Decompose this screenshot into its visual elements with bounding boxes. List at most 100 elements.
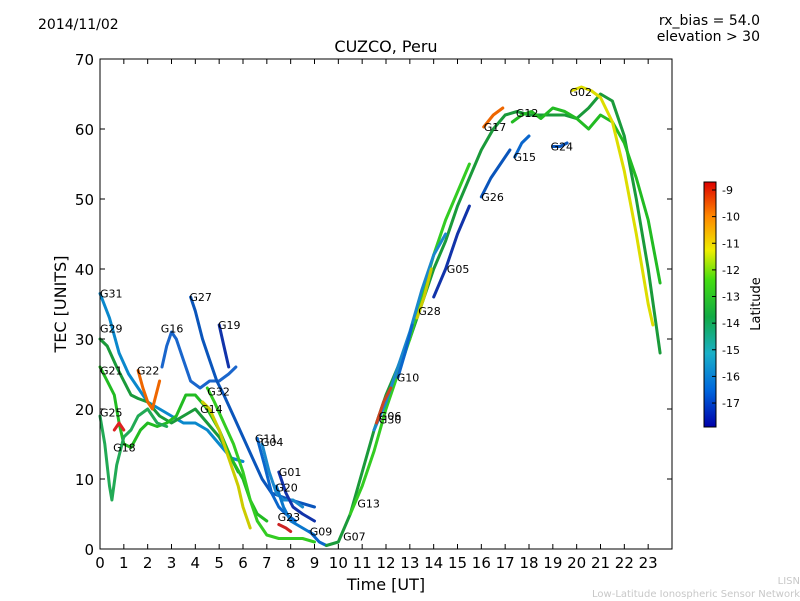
x-tick-label-18: 18 — [519, 554, 538, 572]
colorbar — [703, 181, 717, 428]
x-tick-label-9: 9 — [310, 554, 320, 572]
colorbar-tick-label-10: -10 — [722, 211, 740, 224]
y-tick-label-30: 30 — [75, 331, 94, 349]
series-g09 — [308, 530, 328, 547]
elevation-label: elevation > 30 — [656, 29, 760, 45]
colorbar-tick-label-12: -12 — [722, 264, 740, 277]
series-label-g12: G12 — [516, 107, 539, 120]
series-label-g31: G31 — [100, 288, 123, 301]
series-label-g05: G05 — [447, 263, 470, 276]
series-g01 — [277, 470, 316, 523]
colorbar-tick-label-14: -14 — [722, 317, 740, 330]
series-g25 — [98, 407, 169, 502]
series-label-g30: G30 — [379, 414, 402, 427]
axes: 0 1 2 3 4 5 6 7 8 9 10 11 12 13 14 15 16 17 18 19 20 21 22 2301… — [75, 51, 672, 572]
series-g23 — [277, 523, 293, 533]
chart-title: CUZCO, Peru — [334, 37, 438, 56]
colorbar-tick-label-16: -16 — [722, 370, 740, 383]
series-g10 — [396, 323, 414, 379]
y-tick-label-70: 70 — [75, 51, 94, 69]
series-label-g22: G22 — [137, 365, 160, 378]
series-g19 — [217, 323, 231, 369]
credit-short: LISN — [777, 576, 800, 587]
colorbar-tick-label-9: -9 — [722, 184, 733, 197]
series-label-g19: G19 — [218, 319, 241, 332]
y-axis-label: TEC [UNITS] — [51, 256, 70, 354]
series-label-g16: G16 — [161, 323, 184, 336]
y-tick-label-0: 0 — [84, 541, 94, 559]
x-tick-label-4: 4 — [191, 554, 201, 572]
series-label-g18: G18 — [113, 442, 136, 455]
series-label-g04: G04 — [261, 436, 284, 449]
series-label-g27: G27 — [189, 291, 212, 304]
series-g26 — [479, 148, 512, 199]
x-tick-label-3: 3 — [167, 554, 177, 572]
y-tick-label-40: 40 — [75, 261, 94, 279]
x-tick-label-17: 17 — [496, 554, 515, 572]
series-g05 — [432, 204, 471, 299]
x-tick-label-19: 19 — [543, 554, 562, 572]
series-label-g25: G25 — [100, 407, 123, 420]
series-label-g26: G26 — [481, 191, 504, 204]
series-g20 — [274, 484, 316, 537]
rx-bias-label: rx_bias = 54.0 — [658, 13, 760, 29]
series-label-g02: G02 — [570, 86, 593, 99]
x-tick-label-22: 22 — [615, 554, 634, 572]
series-label-g07: G07 — [343, 530, 366, 543]
x-tick-label-13: 13 — [400, 554, 419, 572]
x-tick-label-14: 14 — [424, 554, 443, 572]
x-tick-label-20: 20 — [567, 554, 586, 572]
series-g28 — [415, 267, 433, 320]
x-tick-label-23: 23 — [639, 554, 658, 572]
x-axis-label: Time [UT] — [346, 575, 425, 594]
x-tick-label-1: 1 — [119, 554, 129, 572]
series-g15 — [513, 134, 531, 159]
date-label: 2014/11/02 — [38, 17, 119, 33]
x-tick-label-0: 0 — [95, 554, 105, 572]
series-label-g20: G20 — [275, 481, 298, 494]
colorbar-tick-label-11: -11 — [722, 237, 740, 250]
credit: LISN Low-Latitude Ionospheric Sensor Net… — [592, 575, 800, 601]
y-tick-label-20: 20 — [75, 401, 94, 419]
series-g12 — [510, 106, 662, 285]
series-label-g10: G10 — [397, 372, 420, 385]
series-g17 — [482, 106, 505, 129]
series-label-g23: G23 — [278, 511, 301, 524]
series-g30 — [375, 386, 393, 425]
colorbar-tick-label-17: -17 — [722, 397, 740, 410]
colorbar-tick-label-13: -13 — [722, 291, 740, 304]
series-g18 — [112, 421, 126, 432]
series-g16 — [160, 330, 238, 390]
y-tick-label-60: 60 — [75, 121, 94, 139]
series-label-g21: G21 — [100, 365, 123, 378]
colorbar-ticks: -9 -10 -11 -12 -13 -14 -15 -16 -17 — [712, 184, 740, 410]
series-g24 — [551, 141, 569, 148]
series-label-g29: G29 — [100, 323, 123, 336]
credit-long: Low-Latitude Ionospheric Sensor Network — [592, 589, 800, 600]
x-tick-label-8: 8 — [286, 554, 296, 572]
plot-frame — [99, 58, 673, 550]
series-g31 — [98, 292, 245, 463]
series-label-g01: G01 — [279, 466, 302, 479]
series-g29 — [98, 337, 240, 474]
x-tick-label-15: 15 — [448, 554, 467, 572]
series-label-g15: G15 — [514, 151, 537, 164]
series-label-g09: G09 — [310, 526, 333, 539]
receiver-info: rx_bias = 54.0 elevation > 30 — [657, 13, 760, 45]
series-g14 — [201, 400, 252, 530]
series-g02 — [570, 85, 655, 327]
series-g07 — [324, 92, 662, 547]
x-tick-label-21: 21 — [591, 554, 610, 572]
x-tick-label-16: 16 — [472, 554, 491, 572]
series-g32 — [205, 386, 316, 544]
x-tick-label-5: 5 — [214, 554, 224, 572]
series-layer — [98, 85, 662, 547]
x-tick-label-7: 7 — [262, 554, 272, 572]
x-tick-label-12: 12 — [376, 554, 395, 572]
series-label-g28: G28 — [418, 305, 441, 318]
x-tick-label-11: 11 — [353, 554, 372, 572]
series-label-g14: G14 — [200, 403, 223, 416]
series-g22 — [136, 369, 162, 411]
